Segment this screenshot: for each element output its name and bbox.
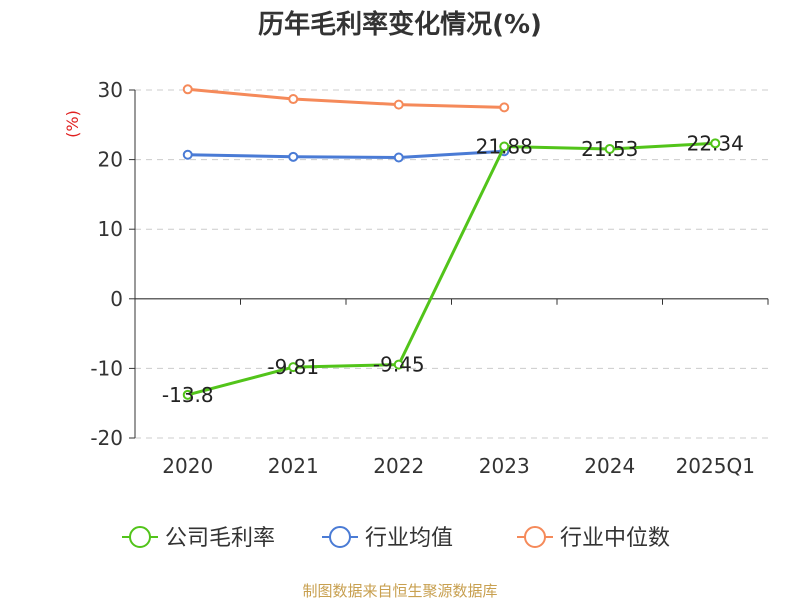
- legend-label-2: 行业中位数: [560, 526, 670, 551]
- series-point-0: [182, 389, 193, 400]
- series-point-0: [499, 141, 510, 152]
- footer-source: 制图数据来自恒生聚源数据库: [302, 582, 497, 600]
- series-point-2: [288, 94, 299, 105]
- legend-marker-2: [524, 526, 546, 548]
- y-tick-label: -20: [90, 426, 123, 450]
- legend-label-0: 公司毛利率: [165, 526, 275, 551]
- series-point-1: [182, 149, 193, 160]
- x-tick-label: 2022: [373, 454, 424, 478]
- y-tick-label: 30: [98, 78, 123, 102]
- data-label: -13.8: [162, 383, 214, 407]
- series-line-1: [187, 149, 505, 159]
- series-point-2: [393, 99, 404, 110]
- series-point-2: [499, 102, 510, 113]
- legend: 公司毛利率 行业均值 行业中位数: [122, 526, 670, 551]
- series-point-2: [182, 84, 193, 95]
- x-tick-label: 2021: [268, 454, 319, 478]
- series-line-0: [187, 141, 716, 397]
- data-label: -9.45: [373, 353, 425, 377]
- y-tick-label: 10: [98, 217, 123, 241]
- y-axis-unit: (%): [63, 110, 82, 138]
- grid: [135, 89, 768, 439]
- series-line-2: [187, 87, 505, 109]
- data-label: 21.88: [476, 135, 533, 159]
- x-tick-label: 2020: [162, 454, 213, 478]
- legend-marker-0: [129, 526, 151, 548]
- y-tick-label: 0: [110, 287, 123, 311]
- series-point-0: [288, 362, 299, 373]
- y-tick-label: -10: [90, 356, 123, 380]
- x-tick-label: 2023: [479, 454, 530, 478]
- legend-marker-1: [329, 526, 351, 548]
- data-label: 21.53: [581, 137, 638, 161]
- x-tick-label: 2025Q1: [676, 454, 755, 478]
- series-point-0: [604, 143, 615, 154]
- axes: -20 -10 0 10 20 30 2020 2021 2022 2023 2024 2025Q1: [90, 78, 769, 478]
- y-tick-label: 20: [98, 148, 123, 172]
- series-lines: [182, 84, 721, 400]
- series-point-1: [393, 152, 404, 163]
- data-label: -9.81: [267, 355, 319, 379]
- series-point-0: [710, 138, 721, 149]
- legend-label-1: 行业均值: [365, 526, 453, 551]
- series-point-0: [393, 359, 404, 370]
- series-point-1: [288, 151, 299, 162]
- data-label: 22.34: [687, 131, 744, 155]
- chart-title: 历年毛利率变化情况(%): [258, 9, 542, 40]
- x-tick-label: 2024: [584, 454, 635, 478]
- data-labels: -13.8 -9.81 -9.45 21.88 21.53 22.34: [162, 131, 744, 407]
